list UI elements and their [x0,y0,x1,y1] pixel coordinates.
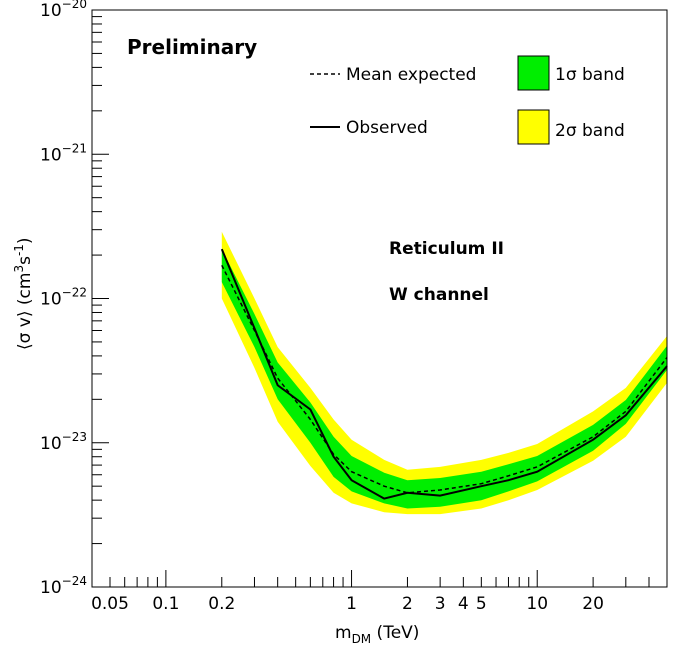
x-tick-label: 0.05 [91,594,129,614]
band-2sigma [221,231,668,515]
mean-expected-line [221,264,668,494]
lines-layer [220,248,668,500]
x-tick-label: 10 [526,594,548,614]
y-tick-label: 10−20 [40,0,87,21]
band-1sigma [221,249,668,509]
legend-mean-label: Mean expected [346,65,476,85]
legend-band2-swatch [517,109,550,145]
legend-band1-label: 1σ band [555,65,625,85]
x-tick-label: 2 [402,594,413,614]
y-axis-title: ⟨σ v⟩ (cm3s-1) [12,237,35,350]
legend-observed-label: Observed [346,118,428,138]
target-label: Reticulum II [389,239,504,259]
y-tick-label: 10−21 [40,141,87,165]
channel-label: W channel [389,285,489,305]
y-tick-label: 10−22 [40,286,87,310]
x-tick-label: 3 [435,594,446,614]
bands-layer [221,231,668,515]
x-tick-label: 0.2 [208,594,235,614]
x-axis-title: mDM (TeV) [335,623,419,646]
y-tick-label: 10−24 [40,574,87,598]
x-tick-label: 5 [476,594,487,614]
observed-line [220,248,668,500]
preliminary-label: Preliminary [127,35,257,59]
x-tick-label: 1 [346,594,357,614]
legend-band1-swatch [517,55,550,91]
ticks-layer: 0.05 0.1 0.2 1 2 3 4 5 10 20 10−24 10−23 10−22 10−21 1… [40,0,668,614]
y-tick-label: 10−23 [40,430,87,454]
legend-band2-label: 2σ band [555,121,625,141]
x-tick-label: 0.1 [152,594,179,614]
legend: Mean expected Observed 1σ band 2σ band [310,55,625,145]
x-tick-label: 20 [582,594,604,614]
x-tick-label: 4 [458,594,469,614]
